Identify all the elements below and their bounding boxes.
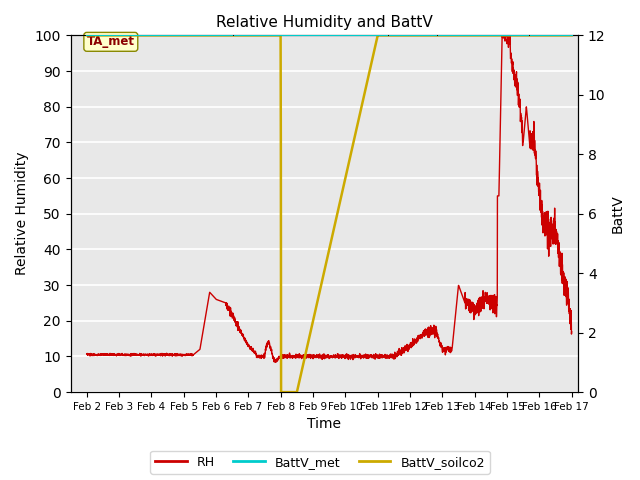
RH	[167, 352, 175, 358]
BattV_soilco2	[568, 33, 575, 38]
Legend: RH, BattV_met, BattV_soilco2: RH, BattV_met, BattV_soilco2	[150, 451, 490, 474]
Y-axis label: Relative Humidity: Relative Humidity	[15, 152, 29, 276]
BattV_met	[132, 33, 140, 38]
RH	[506, 42, 514, 48]
BattV_soilco2	[465, 33, 472, 38]
Y-axis label: BattV: BattV	[611, 194, 625, 233]
BattV_met	[417, 33, 424, 38]
Text: TA_met: TA_met	[87, 36, 135, 48]
BattV_met	[280, 33, 287, 38]
BattV_met	[470, 33, 478, 38]
X-axis label: Time: Time	[307, 418, 341, 432]
BattV_soilco2	[306, 332, 314, 337]
BattV_soilco2	[554, 33, 562, 38]
Line: RH: RH	[87, 36, 572, 362]
BattV_soilco2	[83, 33, 91, 38]
BattV_met	[461, 33, 469, 38]
BattV_met	[83, 33, 91, 38]
BattV_met	[297, 33, 305, 38]
BattV_soilco2	[277, 389, 285, 395]
Title: Relative Humidity and BattV: Relative Humidity and BattV	[216, 15, 433, 30]
RH	[290, 354, 298, 360]
BattV_soilco2	[554, 33, 561, 38]
RH	[568, 329, 575, 335]
BattV_met	[568, 33, 575, 38]
Line: BattV_soilco2: BattV_soilco2	[87, 36, 572, 392]
RH	[138, 352, 146, 358]
RH	[499, 33, 506, 38]
RH	[269, 355, 276, 360]
BattV_soilco2	[108, 33, 115, 38]
RH	[272, 360, 280, 365]
RH	[83, 351, 91, 357]
BattV_soilco2	[319, 275, 326, 281]
RH	[559, 262, 566, 267]
